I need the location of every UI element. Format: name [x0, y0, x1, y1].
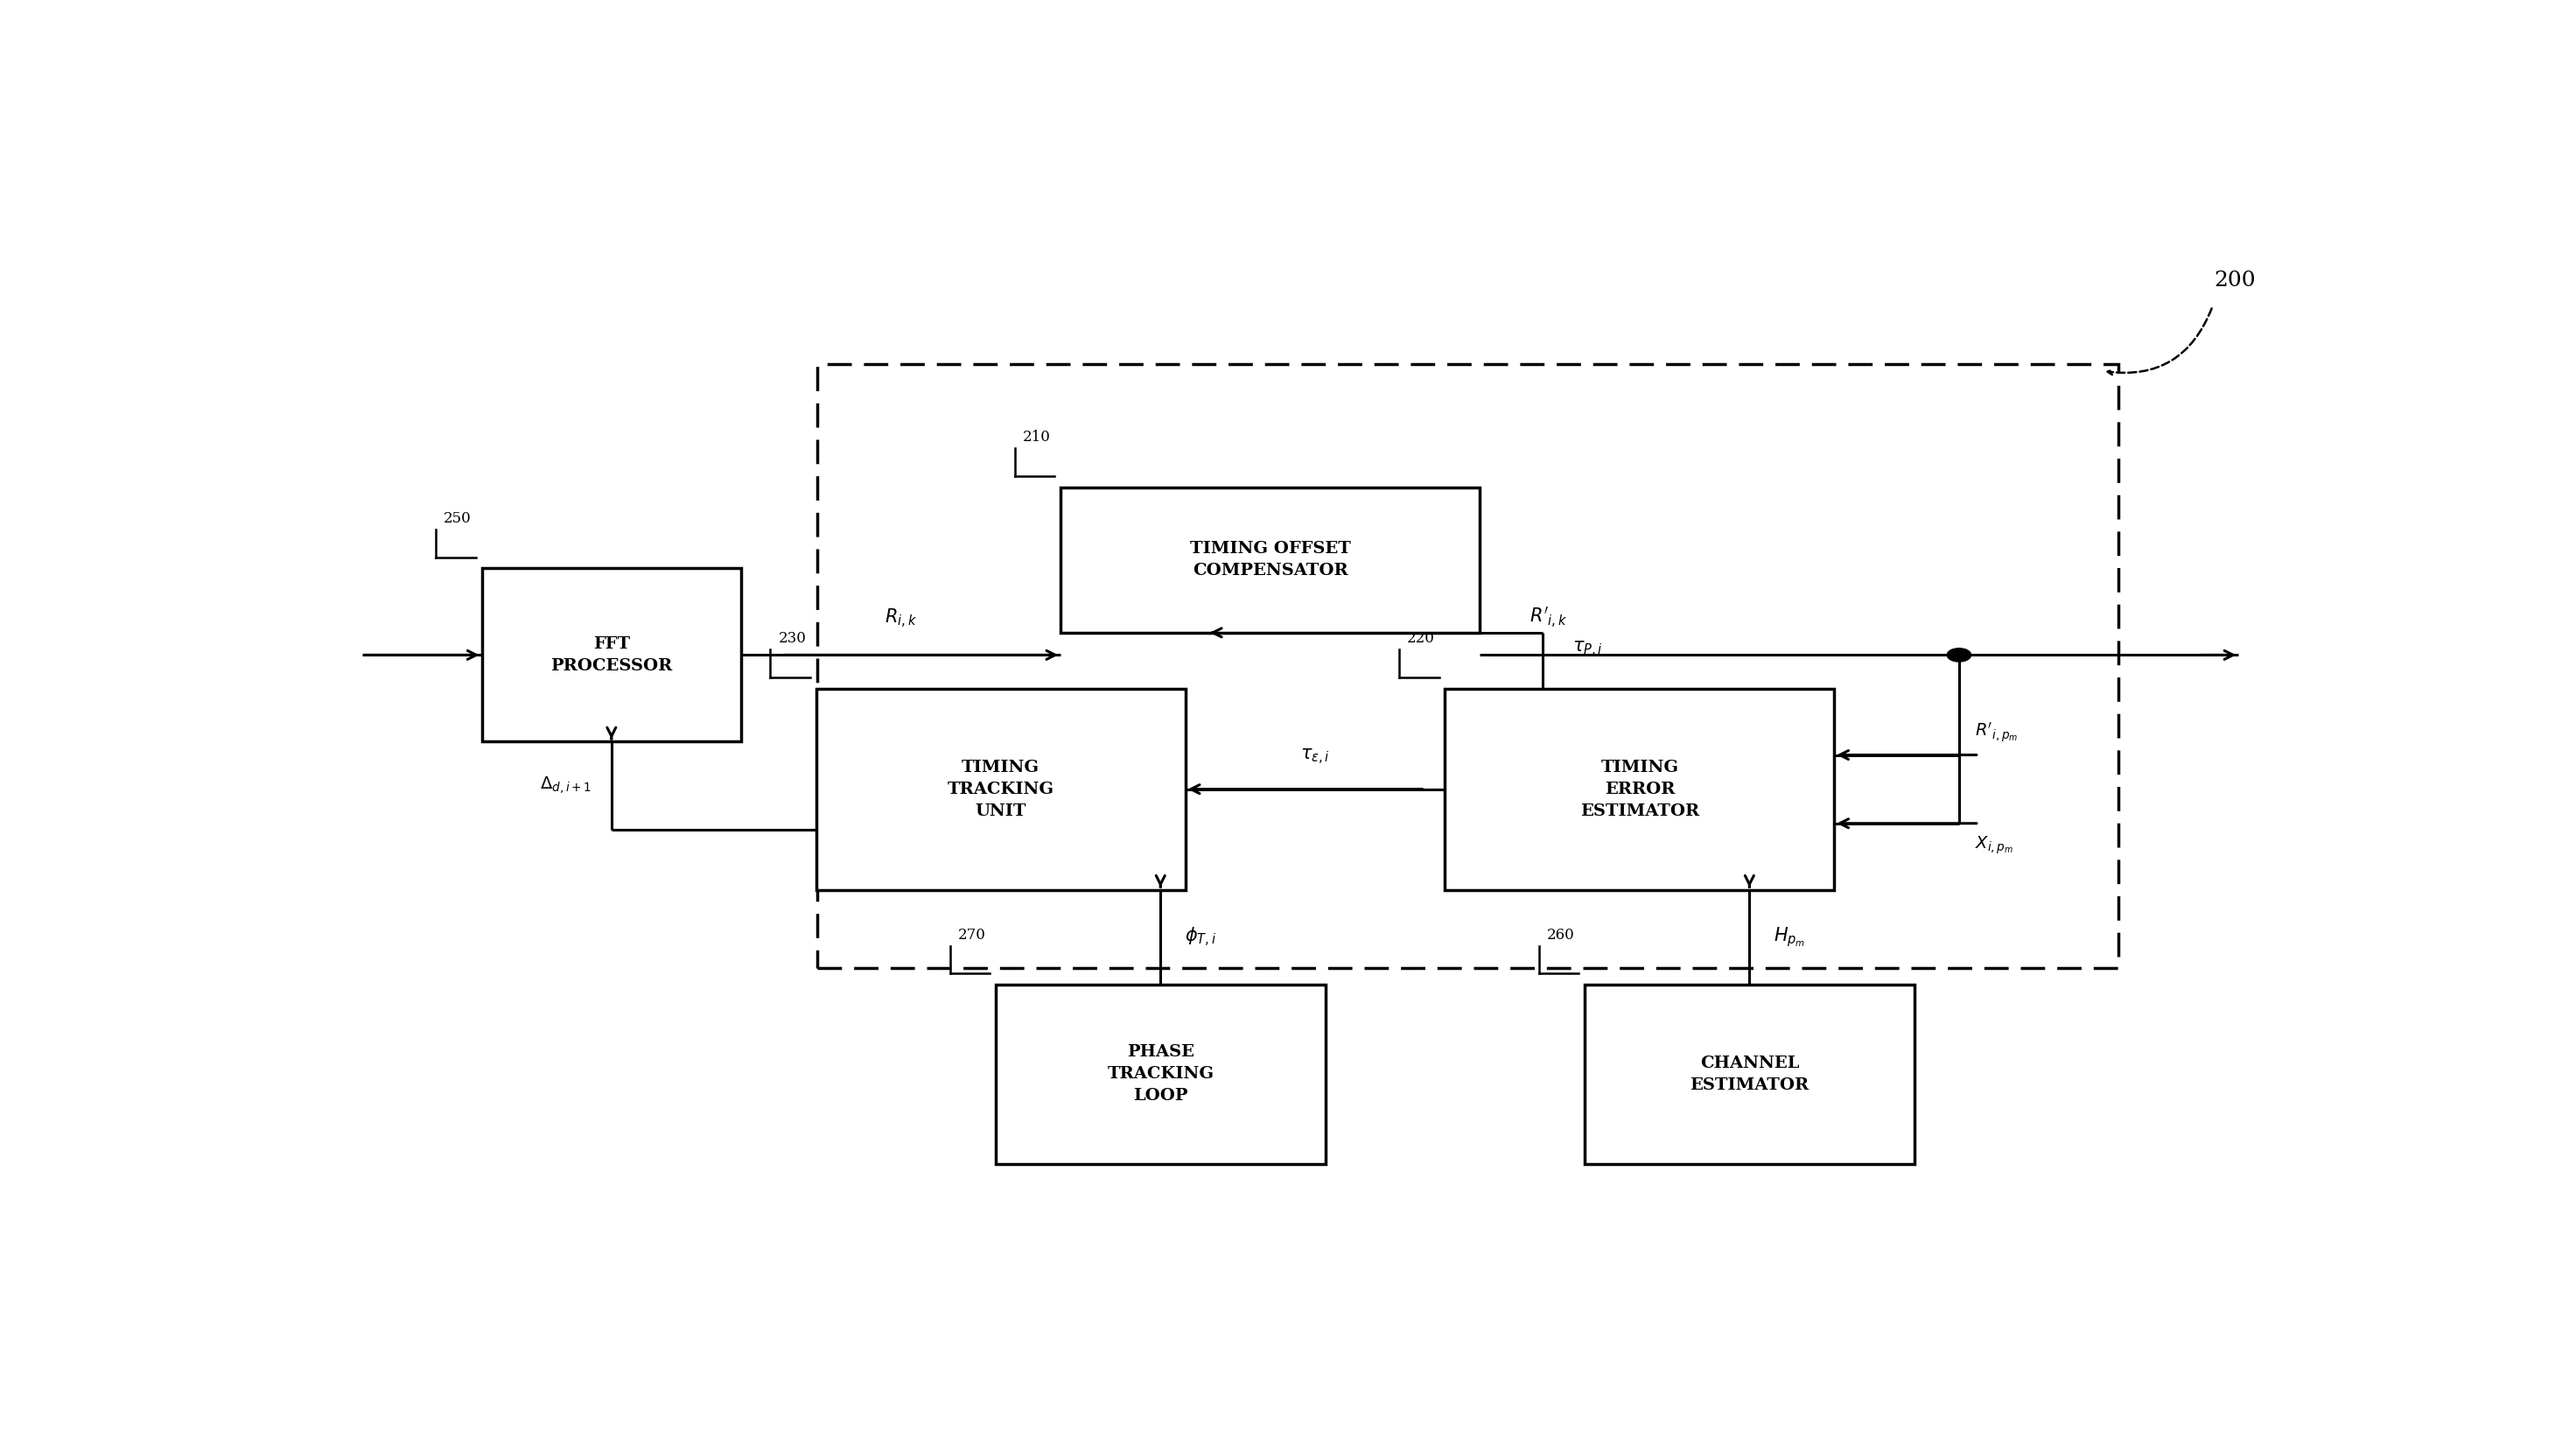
Text: TIMING
TRACKING
UNIT: TIMING TRACKING UNIT: [948, 759, 1054, 819]
Text: 210: 210: [1023, 430, 1051, 444]
Text: 230: 230: [778, 632, 806, 646]
Bar: [817, 688, 1185, 890]
Text: CHANNEL
ESTIMATOR: CHANNEL ESTIMATOR: [1690, 1056, 1808, 1093]
Text: $R_{i,k}$: $R_{i,k}$: [884, 607, 917, 630]
Text: $\tau_{\varepsilon,i}$: $\tau_{\varepsilon,i}$: [1301, 748, 1329, 767]
Text: $\Delta_{d,i+1}$: $\Delta_{d,i+1}$: [541, 775, 592, 796]
Text: 270: 270: [958, 928, 987, 942]
Text: 250: 250: [443, 511, 471, 526]
Bar: [997, 984, 1324, 1163]
Text: $X_{i,p_m}$: $X_{i,p_m}$: [1976, 835, 2014, 857]
Bar: [1584, 984, 1914, 1163]
Text: 220: 220: [1406, 632, 1435, 646]
Text: PHASE
TRACKING
LOOP: PHASE TRACKING LOOP: [1108, 1044, 1213, 1104]
Text: TIMING
ERROR
ESTIMATOR: TIMING ERROR ESTIMATOR: [1579, 759, 1700, 819]
Text: 260: 260: [1546, 928, 1574, 942]
Text: TIMING OFFSET
COMPENSATOR: TIMING OFFSET COMPENSATOR: [1190, 542, 1350, 579]
Text: FFT
PROCESSOR: FFT PROCESSOR: [551, 636, 672, 674]
Circle shape: [1947, 648, 1971, 662]
Text: $H_{p_m}$: $H_{p_m}$: [1772, 925, 1806, 950]
Bar: [482, 568, 742, 742]
Text: $R'_{i,p_m}$: $R'_{i,p_m}$: [1976, 720, 2017, 743]
Text: $\phi_{T,i}$: $\phi_{T,i}$: [1185, 926, 1216, 948]
Text: 200: 200: [2213, 270, 2257, 290]
Bar: [1445, 688, 1834, 890]
Text: $R'_{i,k}$: $R'_{i,k}$: [1530, 605, 1569, 630]
Text: $\tau_{P,i}$: $\tau_{P,i}$: [1571, 640, 1602, 659]
Bar: [1061, 488, 1479, 633]
Bar: [817, 364, 2117, 968]
